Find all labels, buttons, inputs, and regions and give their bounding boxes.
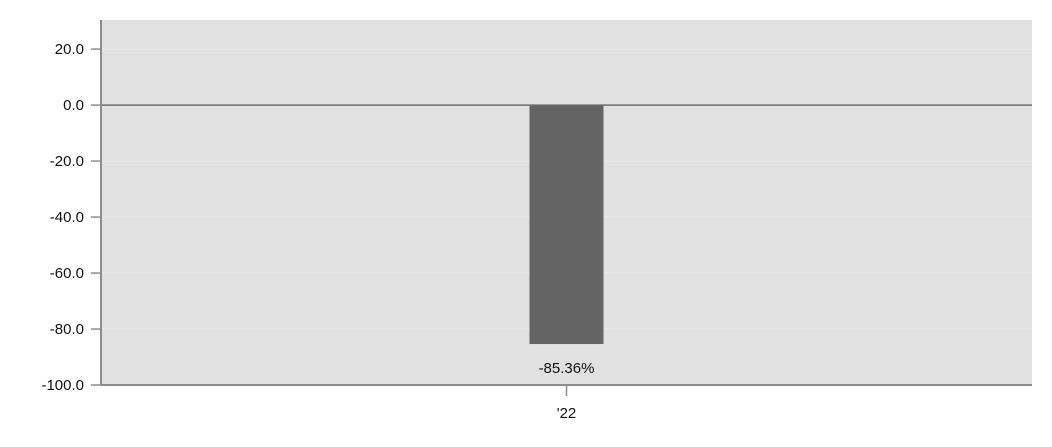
y-tick-label: -60.0 (50, 265, 84, 282)
x-tick-label: '22 (557, 405, 577, 422)
y-tick-label: -100.0 (41, 377, 84, 394)
data-label: -85.36% (539, 360, 595, 377)
y-tick-label: -40.0 (50, 209, 84, 226)
bar (529, 105, 604, 345)
y-tick-label: -80.0 (50, 321, 84, 338)
y-tick-label: 0.0 (63, 97, 84, 114)
y-tick-label: -20.0 (50, 153, 84, 170)
y-tick-label: 20.0 (55, 41, 84, 58)
